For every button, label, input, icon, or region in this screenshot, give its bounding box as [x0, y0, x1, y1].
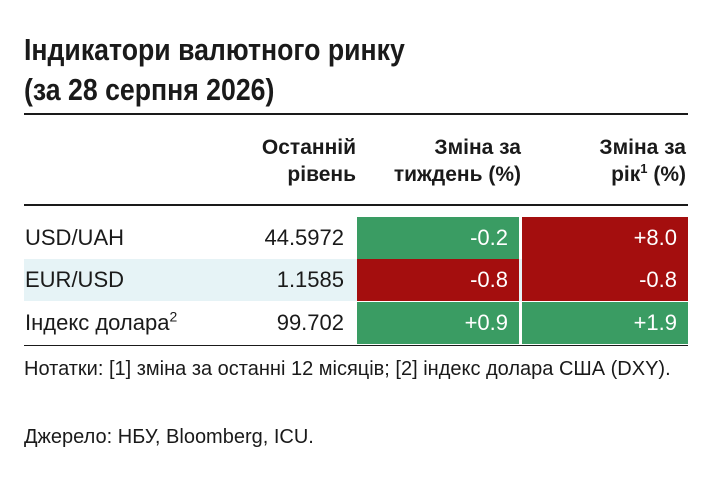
row-name-text: Індекс долара: [25, 310, 170, 335]
header-week-change: Зміна за тиждень (%): [394, 134, 521, 192]
header-last-level-line2: рівень: [287, 163, 356, 186]
row-week-change: -0.2: [357, 217, 519, 259]
title-line-2: (за 28 серпня 2026): [24, 72, 275, 107]
row-name: Індекс долара2: [25, 302, 177, 344]
bottom-rule: [24, 345, 688, 346]
row-year-change: -0.8: [522, 259, 688, 301]
table-row: EUR/USD 1.1585 -0.8 -0.8: [24, 259, 688, 301]
footnote-ref-2: 2: [169, 308, 178, 325]
row-level: 44.5972: [264, 225, 344, 250]
header-week-change-line1: Зміна за: [434, 136, 521, 159]
row-year-change: +1.9: [522, 302, 688, 344]
title-line-1: Індикатори валютного ринку: [24, 32, 405, 67]
row-name: EUR/USD: [25, 259, 124, 301]
table-row: USD/UAH 44.5972 -0.2 +8.0: [24, 217, 688, 259]
row-week-change: +0.9: [357, 302, 519, 344]
header-year-unit: (%): [647, 163, 686, 186]
header-year-change: Зміна за рік1 (%): [599, 134, 686, 192]
header-year-change-line1: Зміна за: [599, 136, 686, 159]
top-rule: [24, 113, 688, 115]
table-row: Індекс долара2 99.702 +0.9 +1.9: [24, 302, 688, 344]
header-rule: [24, 204, 688, 206]
source: Джерело: НБУ, Bloomberg, ICU.: [24, 426, 314, 448]
footnote-ref-1: 1: [640, 161, 648, 176]
row-year-change: +8.0: [522, 217, 688, 259]
notes: Нотатки: [1] зміна за останні 12 місяців…: [24, 358, 671, 380]
header-last-level: Останній рівень: [262, 134, 356, 192]
header-week-change-line2: тиждень (%): [393, 163, 521, 186]
header-last-level-line1: Останній: [261, 136, 356, 159]
header-year-text: рік: [611, 163, 641, 186]
header-year-change-line2: рік1 (%): [599, 161, 686, 188]
row-name: USD/UAH: [25, 217, 124, 259]
row-name-text: EUR/USD: [25, 267, 125, 292]
row-week-change: -0.8: [357, 259, 519, 301]
row-level: 1.1585: [276, 267, 344, 292]
row-name-text: USD/UAH: [25, 225, 125, 250]
page-title: Індикатори валютного ринку (за 28 серпня…: [24, 30, 405, 110]
row-level: 99.702: [276, 310, 344, 335]
